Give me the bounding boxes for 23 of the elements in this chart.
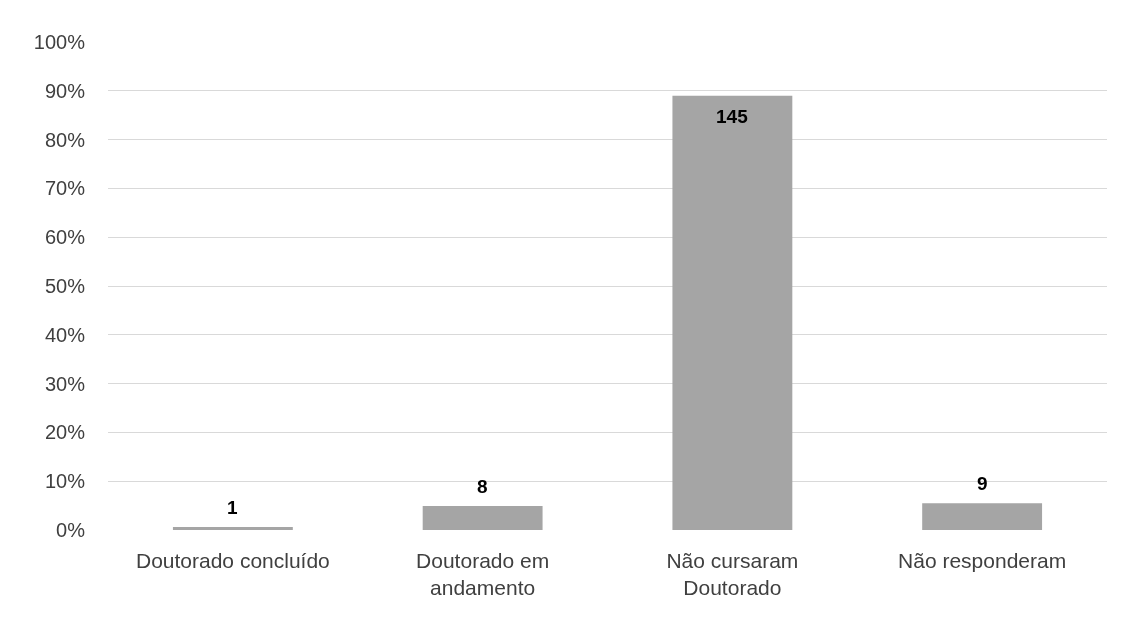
y-tick-label: 70% bbox=[44, 177, 86, 200]
x-tick-label: Não cursaram Doutorado bbox=[666, 549, 799, 600]
y-tick-label: 80% bbox=[44, 128, 86, 151]
y-tick-label: 60% bbox=[44, 226, 86, 249]
y-tick-label: 50% bbox=[44, 275, 86, 297]
annotation: 145 bbox=[716, 106, 749, 127]
y-tick-label: 30% bbox=[44, 372, 86, 395]
y-tick-label: 0% bbox=[56, 519, 86, 541]
x-tick-label: Não responderam bbox=[898, 549, 1067, 572]
y-tick-label: 100% bbox=[33, 31, 86, 53]
bar bbox=[422, 506, 543, 530]
y-tick-label: 10% bbox=[44, 470, 86, 493]
y-tick-label: 40% bbox=[44, 323, 86, 346]
bar bbox=[922, 503, 1043, 530]
x-tick-label: Doutorado em andamento bbox=[416, 549, 550, 600]
annotation: 8 bbox=[477, 476, 488, 497]
x-tick-label: Doutorado concluído bbox=[135, 549, 330, 572]
y-tick-label: 90% bbox=[44, 79, 86, 102]
annotation: 1 bbox=[227, 497, 238, 518]
y-tick-label: 20% bbox=[44, 421, 86, 444]
bar bbox=[172, 527, 293, 530]
bar bbox=[672, 95, 793, 530]
annotation: 9 bbox=[977, 473, 988, 494]
